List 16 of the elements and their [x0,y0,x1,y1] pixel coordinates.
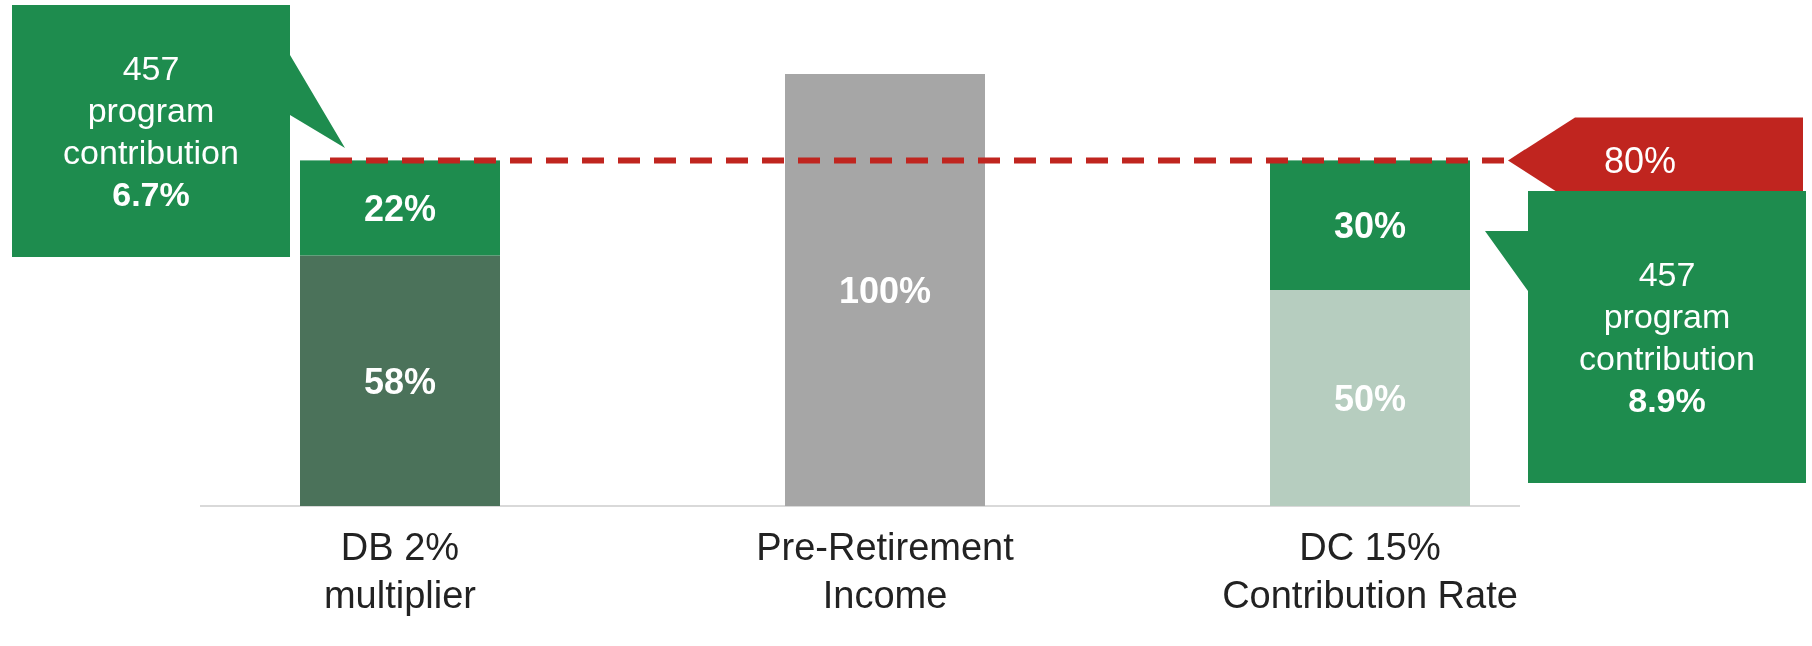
data-label: 30% [1333,205,1407,247]
x-tick-label: Pre-Retirement Income [756,526,1015,616]
bar [785,74,985,506]
bar [1270,290,1470,506]
bar [300,255,500,506]
x-tick-label: DC 15% Contribution Rate [1222,526,1518,616]
bar [1270,160,1470,290]
bar [300,160,500,256]
ref-line-label: 80% [1603,140,1677,182]
data-label: 50% [1333,378,1407,419]
data-label: 22% [363,187,437,229]
text: 457 program contribution 6.7% [63,49,239,213]
text: 457 program contribution 8.9% [1579,255,1755,419]
data-label: 100% [838,270,932,311]
x-tick-label: DB 2% multiplier [323,526,477,616]
data-label: 58% [363,360,437,402]
